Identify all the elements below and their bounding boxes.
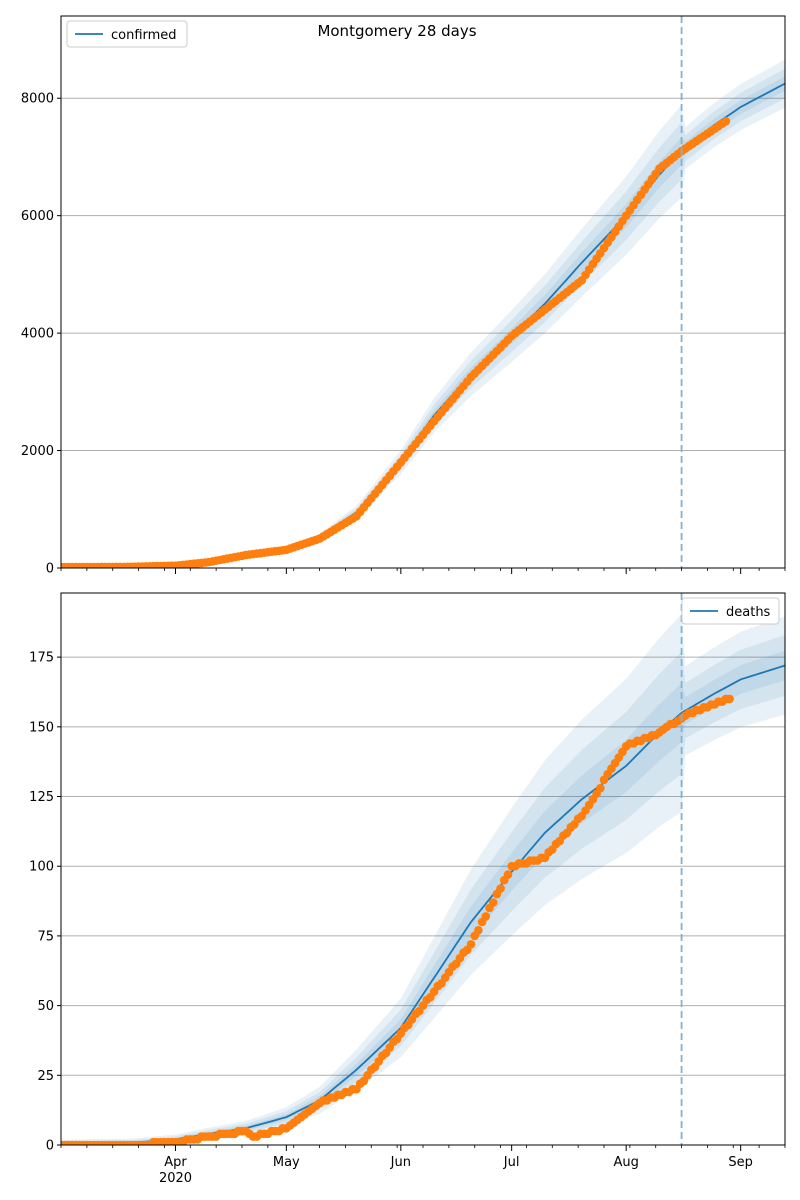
y-tick-label: 0	[46, 1139, 54, 1154]
x-tick-label: Jul	[503, 1155, 520, 1170]
uncertainty-band	[61, 614, 785, 1145]
uncertainty-band	[61, 59, 785, 568]
plot-area	[61, 614, 785, 1145]
legend-label: deaths	[726, 605, 771, 620]
y-tick-label: 25	[37, 1069, 54, 1084]
y-tick-label: 50	[37, 999, 54, 1014]
y-tick-label: 100	[29, 860, 54, 875]
y-tick-label: 150	[29, 720, 54, 735]
uncertainty-band	[61, 635, 785, 1145]
observed-point	[488, 898, 498, 907]
legend-box	[66, 20, 188, 48]
x-tick-label: May	[273, 1155, 300, 1170]
y-tick-label: 75	[37, 929, 54, 944]
x-tick-label: Jun	[390, 1155, 411, 1170]
legend-box	[681, 597, 780, 625]
observed-point	[481, 912, 491, 921]
uncertainty-band	[61, 68, 785, 568]
y-tick-label: 4000	[21, 327, 54, 342]
y-tick-label: 6000	[21, 209, 54, 224]
observed-point	[496, 884, 505, 893]
observed-point	[596, 783, 605, 793]
confirmed-panel: 0 2000 4000 6000 8000 confirmed	[21, 15, 786, 577]
y-tick-label: 125	[29, 790, 54, 805]
deaths-legend: deaths	[681, 597, 780, 625]
x-tick-label: Apr	[164, 1155, 187, 1170]
axes-frame	[60, 15, 786, 569]
x-tick-sublabel: 2020	[159, 1171, 192, 1186]
y-tick-label: 8000	[21, 92, 54, 107]
observed-point	[474, 926, 483, 935]
legend-label: confirmed	[111, 28, 177, 43]
observed-point	[721, 117, 731, 126]
x-tick-label: Sep	[728, 1155, 753, 1170]
plot-area	[61, 59, 785, 568]
observed-point	[503, 870, 513, 879]
observed-point	[466, 940, 476, 949]
observed-point	[725, 694, 734, 704]
x-tick-label: Aug	[613, 1155, 638, 1170]
y-tick-label: 175	[29, 651, 54, 666]
y-tick-label: 0	[46, 562, 54, 577]
confirmed-legend: confirmed	[66, 20, 188, 48]
y-tick-label: 2000	[21, 444, 54, 459]
figure-title: Montgomery 28 days	[317, 22, 476, 40]
